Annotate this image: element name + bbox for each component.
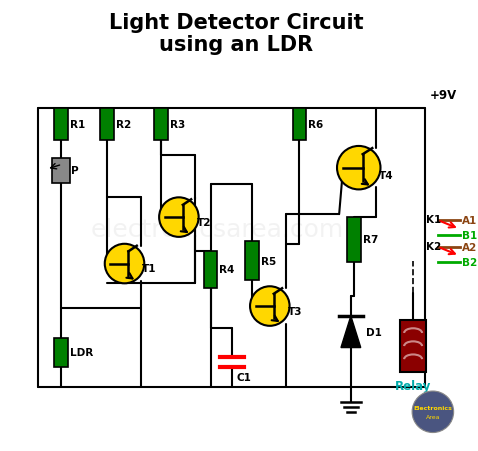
Text: K1: K1 xyxy=(426,215,441,225)
Text: Relay: Relay xyxy=(395,379,431,392)
Text: LDR: LDR xyxy=(70,348,93,358)
Bar xyxy=(53,158,70,183)
Bar xyxy=(400,320,426,373)
Text: A2: A2 xyxy=(462,242,477,252)
Bar xyxy=(293,109,306,141)
Text: R6: R6 xyxy=(308,120,324,130)
Text: R1: R1 xyxy=(70,120,86,130)
Text: electronicsarea.com: electronicsarea.com xyxy=(91,217,344,241)
Text: B1: B1 xyxy=(462,230,477,240)
Bar xyxy=(54,109,68,141)
Text: Area: Area xyxy=(425,414,440,419)
Text: R3: R3 xyxy=(170,120,185,130)
Bar xyxy=(154,109,168,141)
Bar xyxy=(245,241,259,281)
Bar xyxy=(347,218,361,262)
Polygon shape xyxy=(341,316,361,348)
Text: K2: K2 xyxy=(426,241,441,251)
Text: C1: C1 xyxy=(236,373,251,382)
Text: A1: A1 xyxy=(462,216,477,226)
Bar xyxy=(54,338,68,368)
Text: +9V: +9V xyxy=(430,89,457,102)
Circle shape xyxy=(105,244,144,284)
Bar xyxy=(204,251,217,289)
Text: Light Detector Circuit: Light Detector Circuit xyxy=(109,13,364,32)
Text: D1: D1 xyxy=(366,327,381,337)
Circle shape xyxy=(159,198,199,237)
Text: T2: T2 xyxy=(196,217,211,227)
Text: R4: R4 xyxy=(219,265,235,275)
Text: P: P xyxy=(71,166,79,176)
Text: B2: B2 xyxy=(462,257,477,267)
Text: R5: R5 xyxy=(261,256,276,266)
Circle shape xyxy=(250,287,290,326)
Text: R7: R7 xyxy=(363,235,378,244)
Circle shape xyxy=(337,147,380,190)
Text: Electronics: Electronics xyxy=(413,405,452,410)
Bar xyxy=(100,109,114,141)
Circle shape xyxy=(412,391,454,433)
Text: R2: R2 xyxy=(116,120,131,130)
Text: T3: T3 xyxy=(288,306,302,316)
Text: T4: T4 xyxy=(379,170,393,180)
Text: using an LDR: using an LDR xyxy=(159,35,313,55)
Text: T1: T1 xyxy=(142,264,157,274)
